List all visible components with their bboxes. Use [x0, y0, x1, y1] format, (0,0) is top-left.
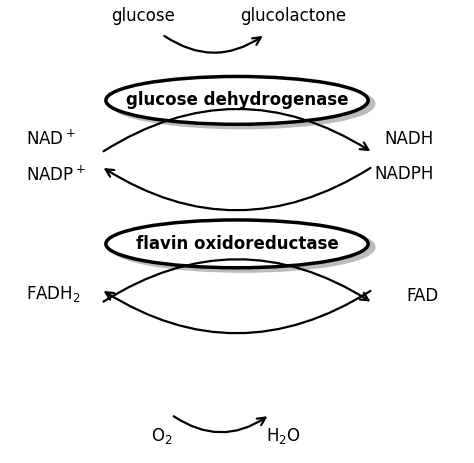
- Ellipse shape: [106, 220, 368, 268]
- Ellipse shape: [111, 223, 374, 271]
- Text: NADPH: NADPH: [374, 165, 434, 183]
- Text: O$_2$: O$_2$: [151, 426, 173, 446]
- Ellipse shape: [111, 80, 374, 128]
- Text: H$_2$O: H$_2$O: [266, 426, 301, 446]
- Text: glucose dehydrogenase: glucose dehydrogenase: [126, 91, 348, 109]
- Text: NADP$^+$: NADP$^+$: [26, 165, 86, 184]
- Text: glucose: glucose: [111, 7, 175, 25]
- Ellipse shape: [106, 76, 368, 124]
- FancyArrowPatch shape: [164, 36, 261, 53]
- Text: FAD: FAD: [406, 287, 438, 305]
- FancyArrowPatch shape: [173, 416, 265, 432]
- FancyArrowPatch shape: [106, 168, 371, 210]
- FancyArrowPatch shape: [103, 109, 368, 151]
- FancyArrowPatch shape: [103, 259, 368, 301]
- Text: NAD$^+$: NAD$^+$: [26, 129, 76, 148]
- Text: NADH: NADH: [384, 130, 434, 148]
- Text: FADH$_2$: FADH$_2$: [26, 284, 81, 304]
- Text: flavin oxidoreductase: flavin oxidoreductase: [136, 235, 338, 253]
- FancyArrowPatch shape: [106, 291, 371, 333]
- Text: glucolactone: glucolactone: [240, 7, 346, 25]
